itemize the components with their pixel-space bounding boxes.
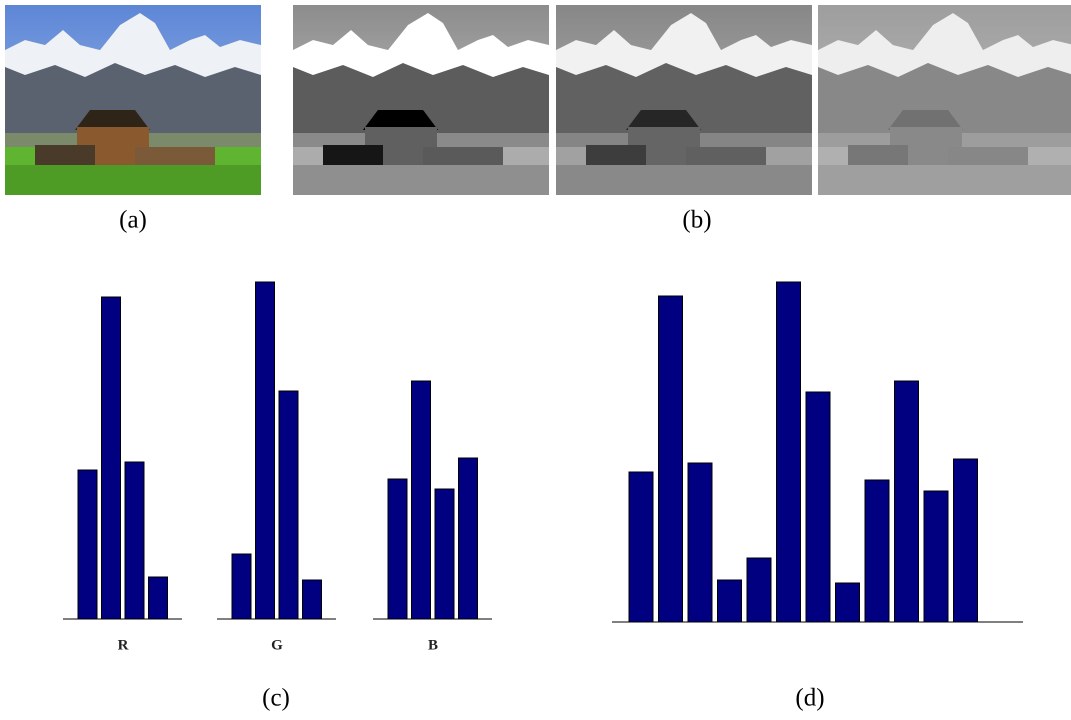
bar xyxy=(806,392,830,622)
photo-channel-b xyxy=(818,5,1071,195)
panel-label: (d) xyxy=(795,685,824,712)
bar xyxy=(629,472,653,622)
panel-label: (c) xyxy=(262,685,290,712)
bar xyxy=(659,296,683,622)
bar xyxy=(279,391,298,619)
photo-channel-r xyxy=(293,5,549,195)
bar xyxy=(149,577,168,619)
photo-channel-g xyxy=(556,5,812,195)
bar xyxy=(954,459,978,622)
figure: (a) (b) (c) (d) R G B xyxy=(0,0,1071,720)
bar xyxy=(125,462,144,619)
bar xyxy=(256,282,275,619)
bar xyxy=(718,580,742,622)
bar xyxy=(232,554,251,619)
bar xyxy=(78,470,97,619)
bar xyxy=(412,381,431,619)
bar xyxy=(688,463,712,622)
bar xyxy=(836,583,860,622)
bar xyxy=(865,480,889,622)
bar xyxy=(435,489,454,619)
bar xyxy=(895,381,919,622)
bar xyxy=(924,491,948,622)
panel-label: (b) xyxy=(682,207,711,234)
bar xyxy=(747,558,771,622)
bar xyxy=(777,282,801,622)
group-label: G xyxy=(271,637,283,653)
bar xyxy=(102,297,121,619)
group-label: B xyxy=(428,637,438,653)
bar xyxy=(388,479,407,619)
photo-original xyxy=(5,5,261,195)
bar xyxy=(303,580,322,619)
group-label: R xyxy=(118,637,129,653)
bar xyxy=(459,458,478,619)
panel-label: (a) xyxy=(119,207,147,234)
